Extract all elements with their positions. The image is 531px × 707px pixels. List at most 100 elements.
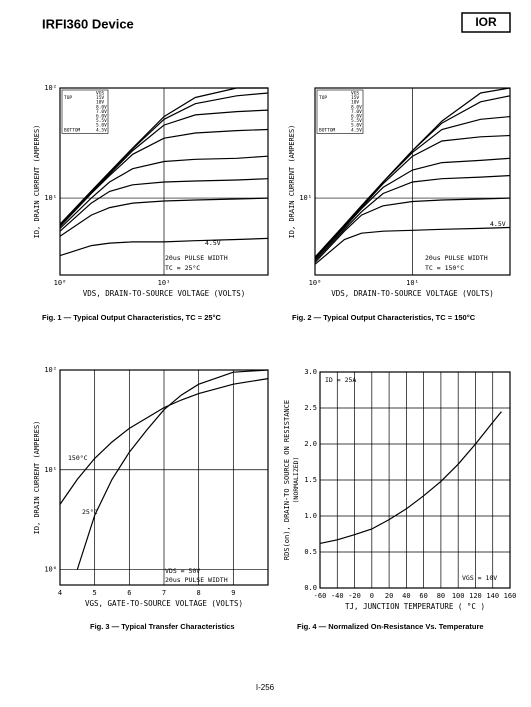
curve: [314, 157, 511, 260]
x-tick-label: 60: [419, 592, 427, 600]
annotation: 20us PULSE WIDTH: [425, 254, 488, 262]
annotation: TC = 150°C: [425, 264, 464, 272]
x-tick-label: 6: [127, 589, 131, 597]
legend-entry: 5.5V: [96, 118, 107, 124]
legend-entry: 8.0V: [96, 104, 107, 110]
x-tick-label: -40: [331, 592, 344, 600]
legend-entry: 7.0V: [351, 109, 362, 115]
figure-caption: Fig. 1 — Typical Output Characteristics,…: [42, 313, 222, 322]
x-axis-label: VGS, GATE-TO-SOURCE VOLTAGE (VOLTS): [85, 599, 243, 608]
logo: IOR: [475, 15, 497, 29]
annotation: 4.5V: [205, 239, 221, 247]
y-tick-label: 3.0: [304, 368, 317, 376]
legend-box: [316, 89, 364, 134]
x-axis-label: TJ, JUNCTION TEMPERATURE ( °C ): [345, 602, 485, 611]
y-tick-label: 10¹: [44, 194, 57, 202]
legend-top: TOP: [64, 95, 72, 101]
page-number: I-256: [256, 683, 275, 692]
x-tick-label: 8: [197, 589, 201, 597]
x-tick-label: 20: [385, 592, 393, 600]
legend-entry: 7.0V: [96, 109, 107, 115]
curve: [59, 128, 269, 228]
curve: [76, 369, 269, 570]
x-tick-label: 10⁰: [309, 279, 322, 287]
legend-entry: 15V: [351, 95, 359, 101]
x-tick-label: 9: [231, 589, 235, 597]
legend-entry: 15V: [96, 95, 104, 101]
logo-box: [461, 12, 511, 33]
x-tick-label: 80: [437, 592, 445, 600]
x-tick-label: 140: [486, 592, 499, 600]
legend-bottom: BOTTOM: [64, 127, 81, 133]
annotation: 20us PULSE WIDTH: [165, 254, 228, 262]
legend-entry: 4.5V: [96, 127, 107, 133]
legend-title: VGS: [96, 91, 104, 97]
x-tick-label: 4: [58, 589, 62, 597]
y-axis-label: ID, DRAIN CURRENT (AMPERES): [288, 125, 296, 239]
x-tick-label: 160: [504, 592, 517, 600]
page-title: IRFI360 Device: [42, 16, 134, 31]
curve: [314, 175, 511, 262]
annotation: 4.5V: [490, 220, 506, 228]
legend-box: [61, 89, 109, 134]
legend-entry: 5.5V: [351, 118, 362, 124]
x-tick-label: -60: [314, 592, 327, 600]
legend-entry: 10V: [351, 100, 359, 106]
y-axis-label: RDS(on), DRAIN-TO SOURCE ON RESISTANCE: [283, 400, 291, 560]
y-axis-label: ID, DRAIN CURRENT (AMPERES): [33, 125, 41, 239]
y-tick-label: 10¹: [299, 194, 312, 202]
curve: [59, 109, 269, 227]
annotation: TC = 25°C: [165, 264, 200, 272]
series-label: 25°C: [82, 508, 98, 516]
legend-entry: 6.0V: [351, 114, 362, 120]
curve: [314, 226, 511, 265]
x-axis-label: VDS, DRAIN-TO-SOURCE VOLTAGE (VOLTS): [331, 289, 494, 298]
legend-entry: 5.0V: [351, 123, 362, 129]
curve: [59, 178, 269, 232]
x-tick-label: -20: [348, 592, 361, 600]
curve: [314, 134, 511, 260]
x-tick-label: 10¹: [406, 279, 419, 287]
figure-caption: Fig. 2 — Typical Output Characteristics,…: [292, 313, 476, 322]
x-tick-label: 7: [162, 589, 166, 597]
figure-caption: Fig. 4 — Normalized On-Resistance Vs. Te…: [297, 622, 484, 631]
curve: [314, 197, 511, 263]
y-tick-label: 1.5: [304, 476, 317, 484]
legend-bottom: BOTTOM: [319, 127, 336, 133]
legend-entry: 5.0V: [96, 123, 107, 129]
legend-entry: 8.0V: [351, 104, 362, 110]
y-tick-label: 10⁰: [44, 566, 57, 574]
curve: [59, 197, 269, 237]
annotation: VDS = 50V: [165, 567, 200, 575]
legend-title: VGS: [351, 91, 359, 97]
legend-entry: 10V: [96, 100, 104, 106]
y-axis-label: ID, DRAIN CURRENT (AMPERES): [33, 421, 41, 535]
figure-caption: Fig. 3 — Typical Transfer Characteristic…: [90, 622, 235, 631]
y-tick-label: 1.0: [304, 512, 317, 520]
x-tick-label: 0: [370, 592, 374, 600]
curve: [59, 92, 269, 226]
legend-entry: 4.5V: [351, 127, 362, 133]
annotation: 20us PULSE WIDTH: [165, 576, 228, 584]
curve: [319, 411, 502, 544]
y-axis-label: (NORMALIZED): [292, 457, 300, 504]
x-tick-label: 10¹: [158, 279, 171, 287]
annotation: ID = 25A: [325, 376, 356, 384]
y-tick-label: 2.5: [304, 404, 317, 412]
y-tick-label: 10²: [44, 84, 57, 92]
x-tick-label: 5: [93, 589, 97, 597]
curve: [59, 237, 269, 257]
curve: [59, 155, 269, 229]
y-tick-label: 0.0: [304, 584, 317, 592]
legend-entry: 6.0V: [96, 114, 107, 120]
y-tick-label: 0.5: [304, 548, 317, 556]
legend-top: TOP: [319, 95, 327, 101]
x-tick-label: 120: [469, 592, 482, 600]
x-axis-label: VDS, DRAIN-TO-SOURCE VOLTAGE (VOLTS): [83, 289, 246, 298]
y-tick-label: 2.0: [304, 440, 317, 448]
x-tick-label: 100: [452, 592, 465, 600]
curve: [59, 378, 269, 505]
x-tick-label: 40: [402, 592, 410, 600]
